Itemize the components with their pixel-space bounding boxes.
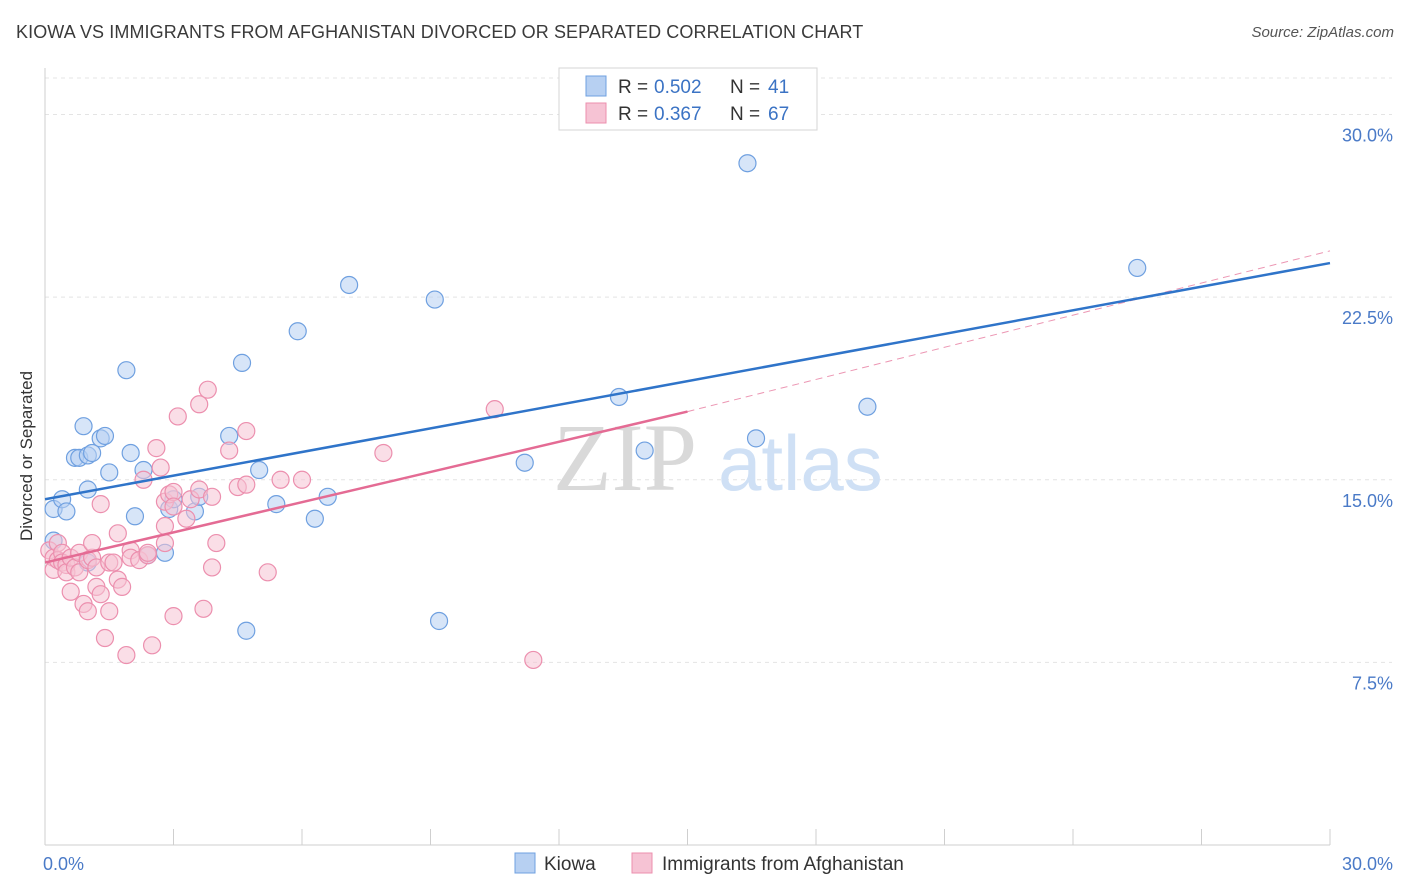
afghanistan-point bbox=[271, 470, 290, 489]
watermark: ZIP atlas bbox=[553, 404, 883, 511]
kiowa-point bbox=[121, 443, 140, 463]
afghanistan-point bbox=[95, 628, 115, 648]
y-axis-label: Divorced or Separated bbox=[17, 371, 36, 541]
y-tick-label: 22.5% bbox=[1342, 308, 1393, 328]
afghanistan-point bbox=[100, 602, 119, 621]
kiowa-point bbox=[609, 387, 629, 407]
afghanistan-point bbox=[151, 458, 170, 477]
kiowa-point bbox=[57, 502, 76, 521]
afghanistan-point bbox=[177, 509, 196, 528]
afghanistan-point bbox=[104, 553, 123, 572]
legend-swatch-kiowa bbox=[585, 75, 607, 97]
afghanistan-point bbox=[524, 650, 543, 670]
watermark-atlas: atlas bbox=[718, 419, 883, 507]
kiowa-point bbox=[74, 417, 93, 436]
bottom-legend-swatch-afghanistan bbox=[631, 852, 653, 874]
afghanistan-point bbox=[237, 421, 256, 441]
bottom-legend: Kiowa Immigrants from Afghanistan bbox=[514, 852, 904, 875]
legend-r-value-afghanistan: 0.367 bbox=[654, 104, 702, 125]
afghanistan-point bbox=[237, 475, 256, 494]
afghanistan-point bbox=[220, 441, 239, 460]
kiowa-point bbox=[746, 429, 766, 448]
kiowa-point bbox=[125, 507, 145, 526]
afghanistan-point bbox=[91, 585, 110, 604]
kiowa-trend-line bbox=[44, 261, 1331, 501]
afghanistan-point bbox=[117, 645, 136, 665]
afghanistan-point bbox=[91, 495, 110, 514]
afghanistan-point bbox=[198, 380, 217, 399]
afghanistan-point bbox=[138, 543, 157, 562]
afghanistan-point bbox=[194, 599, 213, 618]
afghanistan-point bbox=[108, 524, 127, 543]
afghanistan-point bbox=[207, 533, 226, 553]
legend-r-label-kiowa: R = bbox=[618, 77, 648, 98]
legend-n-value-kiowa: 41 bbox=[768, 77, 789, 98]
afghanistan-point bbox=[202, 487, 222, 506]
kiowa-point bbox=[83, 443, 102, 463]
kiowa-point bbox=[635, 441, 654, 460]
kiowa-point bbox=[305, 509, 324, 528]
afghanistan-point bbox=[374, 443, 393, 463]
y-tick-label: 30.0% bbox=[1342, 126, 1393, 146]
legend-swatch-afghanistan bbox=[585, 102, 607, 124]
trend-lines bbox=[44, 250, 1331, 564]
afghanistan-point bbox=[202, 558, 222, 577]
y-axis-tick-labels: 7.5% 15.0% 22.5% 30.0% bbox=[1342, 126, 1393, 694]
legend-n-label-kiowa: N = bbox=[730, 77, 760, 98]
kiowa-point bbox=[515, 453, 534, 472]
source-credit: Source: ZipAtlas.com bbox=[1251, 24, 1394, 41]
kiowa-point bbox=[95, 426, 115, 446]
kiowa-point bbox=[340, 275, 359, 295]
afghanistan-point bbox=[292, 470, 312, 489]
afghanistan-trend-extension bbox=[687, 250, 1331, 413]
y-tick-label: 7.5% bbox=[1352, 673, 1393, 693]
legend-box: R = 0.502 N = 41 R = 0.367 N = 67 bbox=[558, 67, 818, 131]
afghanistan-point bbox=[78, 602, 97, 621]
legend-n-label-afghanistan: N = bbox=[730, 104, 760, 125]
kiowa-point bbox=[425, 290, 444, 309]
kiowa-point bbox=[288, 322, 307, 341]
afghanistan-point bbox=[168, 407, 187, 426]
kiowa-point bbox=[100, 463, 119, 482]
afghanistan-point bbox=[164, 607, 183, 626]
afghanistan-point bbox=[164, 497, 183, 516]
kiowa-point bbox=[232, 353, 252, 372]
afghanistan-point bbox=[61, 582, 80, 601]
kiowa-point bbox=[738, 154, 757, 173]
watermark-zip: ZIP bbox=[553, 404, 697, 511]
kiowa-point bbox=[1128, 258, 1147, 278]
legend-r-value-kiowa: 0.502 bbox=[654, 77, 702, 98]
bottom-legend-label-afghanistan: Immigrants from Afghanistan bbox=[662, 854, 904, 875]
kiowa-point bbox=[250, 460, 269, 480]
kiowa-point bbox=[858, 397, 877, 416]
afghanistan-point bbox=[112, 577, 132, 596]
bottom-legend-swatch-kiowa bbox=[514, 852, 536, 874]
legend-n-value-afghanistan: 67 bbox=[768, 104, 789, 125]
afghanistan-points bbox=[40, 380, 543, 670]
x-axis-ticks bbox=[44, 829, 1331, 845]
afghanistan-trend-line bbox=[44, 410, 688, 564]
afghanistan-point bbox=[190, 395, 209, 414]
kiowa-point bbox=[429, 611, 449, 631]
chart-title: KIOWA VS IMMIGRANTS FROM AFGHANISTAN DIV… bbox=[16, 22, 864, 42]
bottom-legend-label-kiowa: Kiowa bbox=[544, 854, 596, 875]
kiowa-point bbox=[117, 361, 136, 380]
afghanistan-point bbox=[155, 533, 175, 553]
kiowa-point bbox=[237, 621, 256, 640]
afghanistan-point bbox=[258, 563, 277, 582]
afghanistan-point bbox=[142, 636, 162, 655]
x-tick-label-max: 30.0% bbox=[1342, 854, 1393, 874]
legend-r-label-afghanistan: R = bbox=[618, 104, 648, 125]
afghanistan-point bbox=[147, 439, 166, 458]
x-tick-label-min: 0.0% bbox=[43, 854, 84, 874]
y-tick-label: 15.0% bbox=[1342, 491, 1393, 511]
